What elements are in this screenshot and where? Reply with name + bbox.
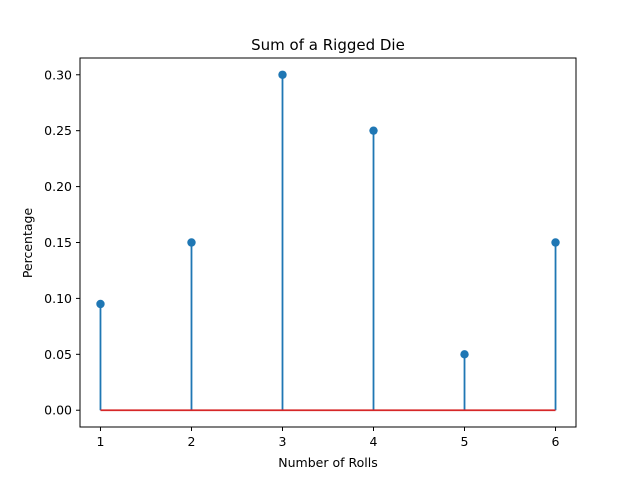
stem-marker-2: [187, 238, 196, 247]
x-tick-label: 3: [279, 434, 287, 449]
stem-marker-3: [278, 70, 287, 79]
x-tick-label: 1: [97, 434, 105, 449]
chart-title: Sum of a Rigged Die: [251, 36, 405, 54]
y-tick-label: 0.30: [44, 67, 72, 82]
x-tick-label: 5: [461, 434, 469, 449]
x-axis: 1 2 3 4 5 6: [97, 427, 560, 449]
y-tick-label: 0.05: [44, 347, 72, 362]
y-tick-label: 0.25: [44, 123, 72, 138]
y-axis: 0.00 0.05 0.10 0.15 0.20 0.25 0.30: [44, 67, 80, 418]
plot-area: [96, 70, 560, 412]
x-axis-label: Number of Rolls: [278, 455, 377, 470]
stem-marker-1: [96, 299, 105, 309]
stem-marker-5: [460, 350, 469, 359]
x-tick-label: 6: [552, 434, 560, 449]
y-axis-label: Percentage: [20, 208, 35, 279]
axes-frame: [79, 57, 577, 428]
x-tick-label: 2: [188, 434, 196, 449]
stem-marker-4: [369, 126, 378, 135]
y-tick-label: 0.00: [44, 403, 72, 418]
y-tick-label: 0.20: [44, 179, 72, 194]
y-tick-label: 0.10: [44, 291, 72, 306]
x-tick-label: 4: [370, 434, 378, 449]
stem-marker-6: [551, 238, 560, 247]
y-tick-label: 0.15: [44, 235, 72, 250]
